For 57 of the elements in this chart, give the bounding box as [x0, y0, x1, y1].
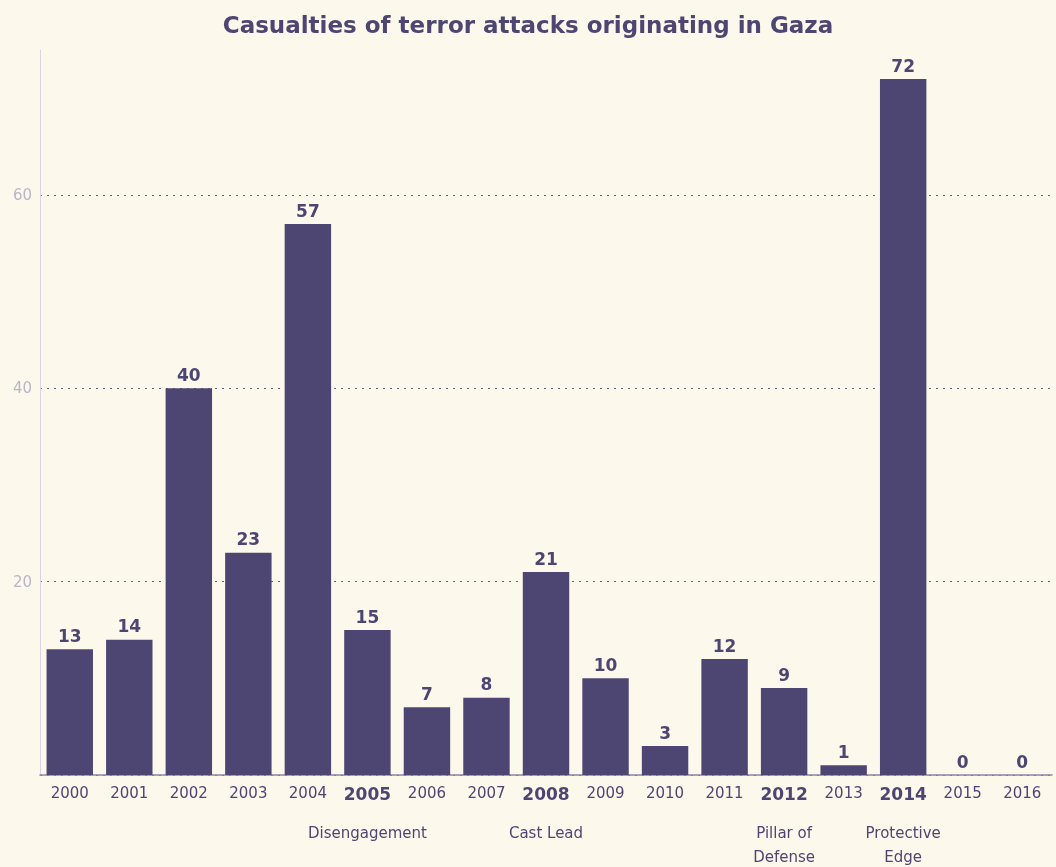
bar [463, 697, 510, 775]
bar [760, 688, 808, 775]
x-tick-label: 2014 [879, 783, 927, 804]
x-tick-label: 2003 [229, 783, 268, 802]
bar [344, 630, 391, 775]
bar [641, 746, 689, 775]
bar [879, 79, 927, 775]
bar [701, 659, 748, 775]
x-tick-label: 2001 [110, 783, 149, 802]
data-label: 9 [778, 664, 791, 685]
data-label: 13 [57, 625, 82, 646]
x-tick-label: 2015 [943, 783, 982, 802]
bar [582, 678, 629, 775]
data-label: 40 [176, 364, 201, 385]
x-tick-label: 2011 [705, 783, 744, 802]
x-tick-label: 2013 [824, 783, 863, 802]
data-label: 14 [117, 616, 142, 637]
bar [165, 388, 213, 775]
x-tick-label: 2002 [169, 783, 208, 802]
x-tick-label: 2009 [586, 783, 625, 802]
bar [46, 649, 93, 775]
data-label: 10 [593, 654, 618, 675]
bar [820, 765, 867, 775]
data-label: 72 [891, 55, 916, 76]
chart-title: Casualties of terror attacks originating in Gaza [222, 11, 834, 38]
data-label: 23 [236, 529, 261, 550]
x-tick-label: 2004 [288, 783, 327, 802]
data-label: 0 [956, 751, 969, 772]
data-label: 3 [659, 722, 671, 743]
text: Pillar of Defense [753, 824, 816, 866]
x-tick-label: 2000 [50, 783, 89, 802]
bar [106, 639, 153, 775]
data-label: 0 [1016, 751, 1029, 772]
data-label: 8 [480, 674, 493, 695]
text: Protective Edge [865, 824, 941, 866]
data-label: 57 [296, 200, 320, 221]
bar [284, 224, 332, 775]
data-label: 12 [712, 635, 737, 656]
data-label: 7 [421, 683, 433, 704]
x-tick-label: 2010 [645, 783, 685, 802]
y-tick-label: 40 [12, 379, 32, 398]
bar [522, 572, 570, 775]
x-tick-label: 2012 [760, 783, 808, 804]
y-tick-label: 20 [12, 572, 32, 591]
x-tick-label: 2007 [467, 783, 506, 802]
y-tick-label: 60 [12, 186, 32, 204]
x-tick-label: 2008 [522, 783, 570, 804]
text: Disengagement [307, 824, 428, 842]
x-tick-label: 2005 [343, 783, 392, 804]
data-label: 1 [837, 741, 850, 762]
x-tick-label: 2006 [407, 783, 447, 802]
text: Cast Lead [508, 824, 584, 842]
data-label: 15 [355, 606, 380, 627]
bar [403, 707, 451, 775]
x-tick-label: 2016 [1003, 783, 1042, 802]
bar [225, 552, 272, 775]
data-label: 21 [534, 548, 558, 569]
